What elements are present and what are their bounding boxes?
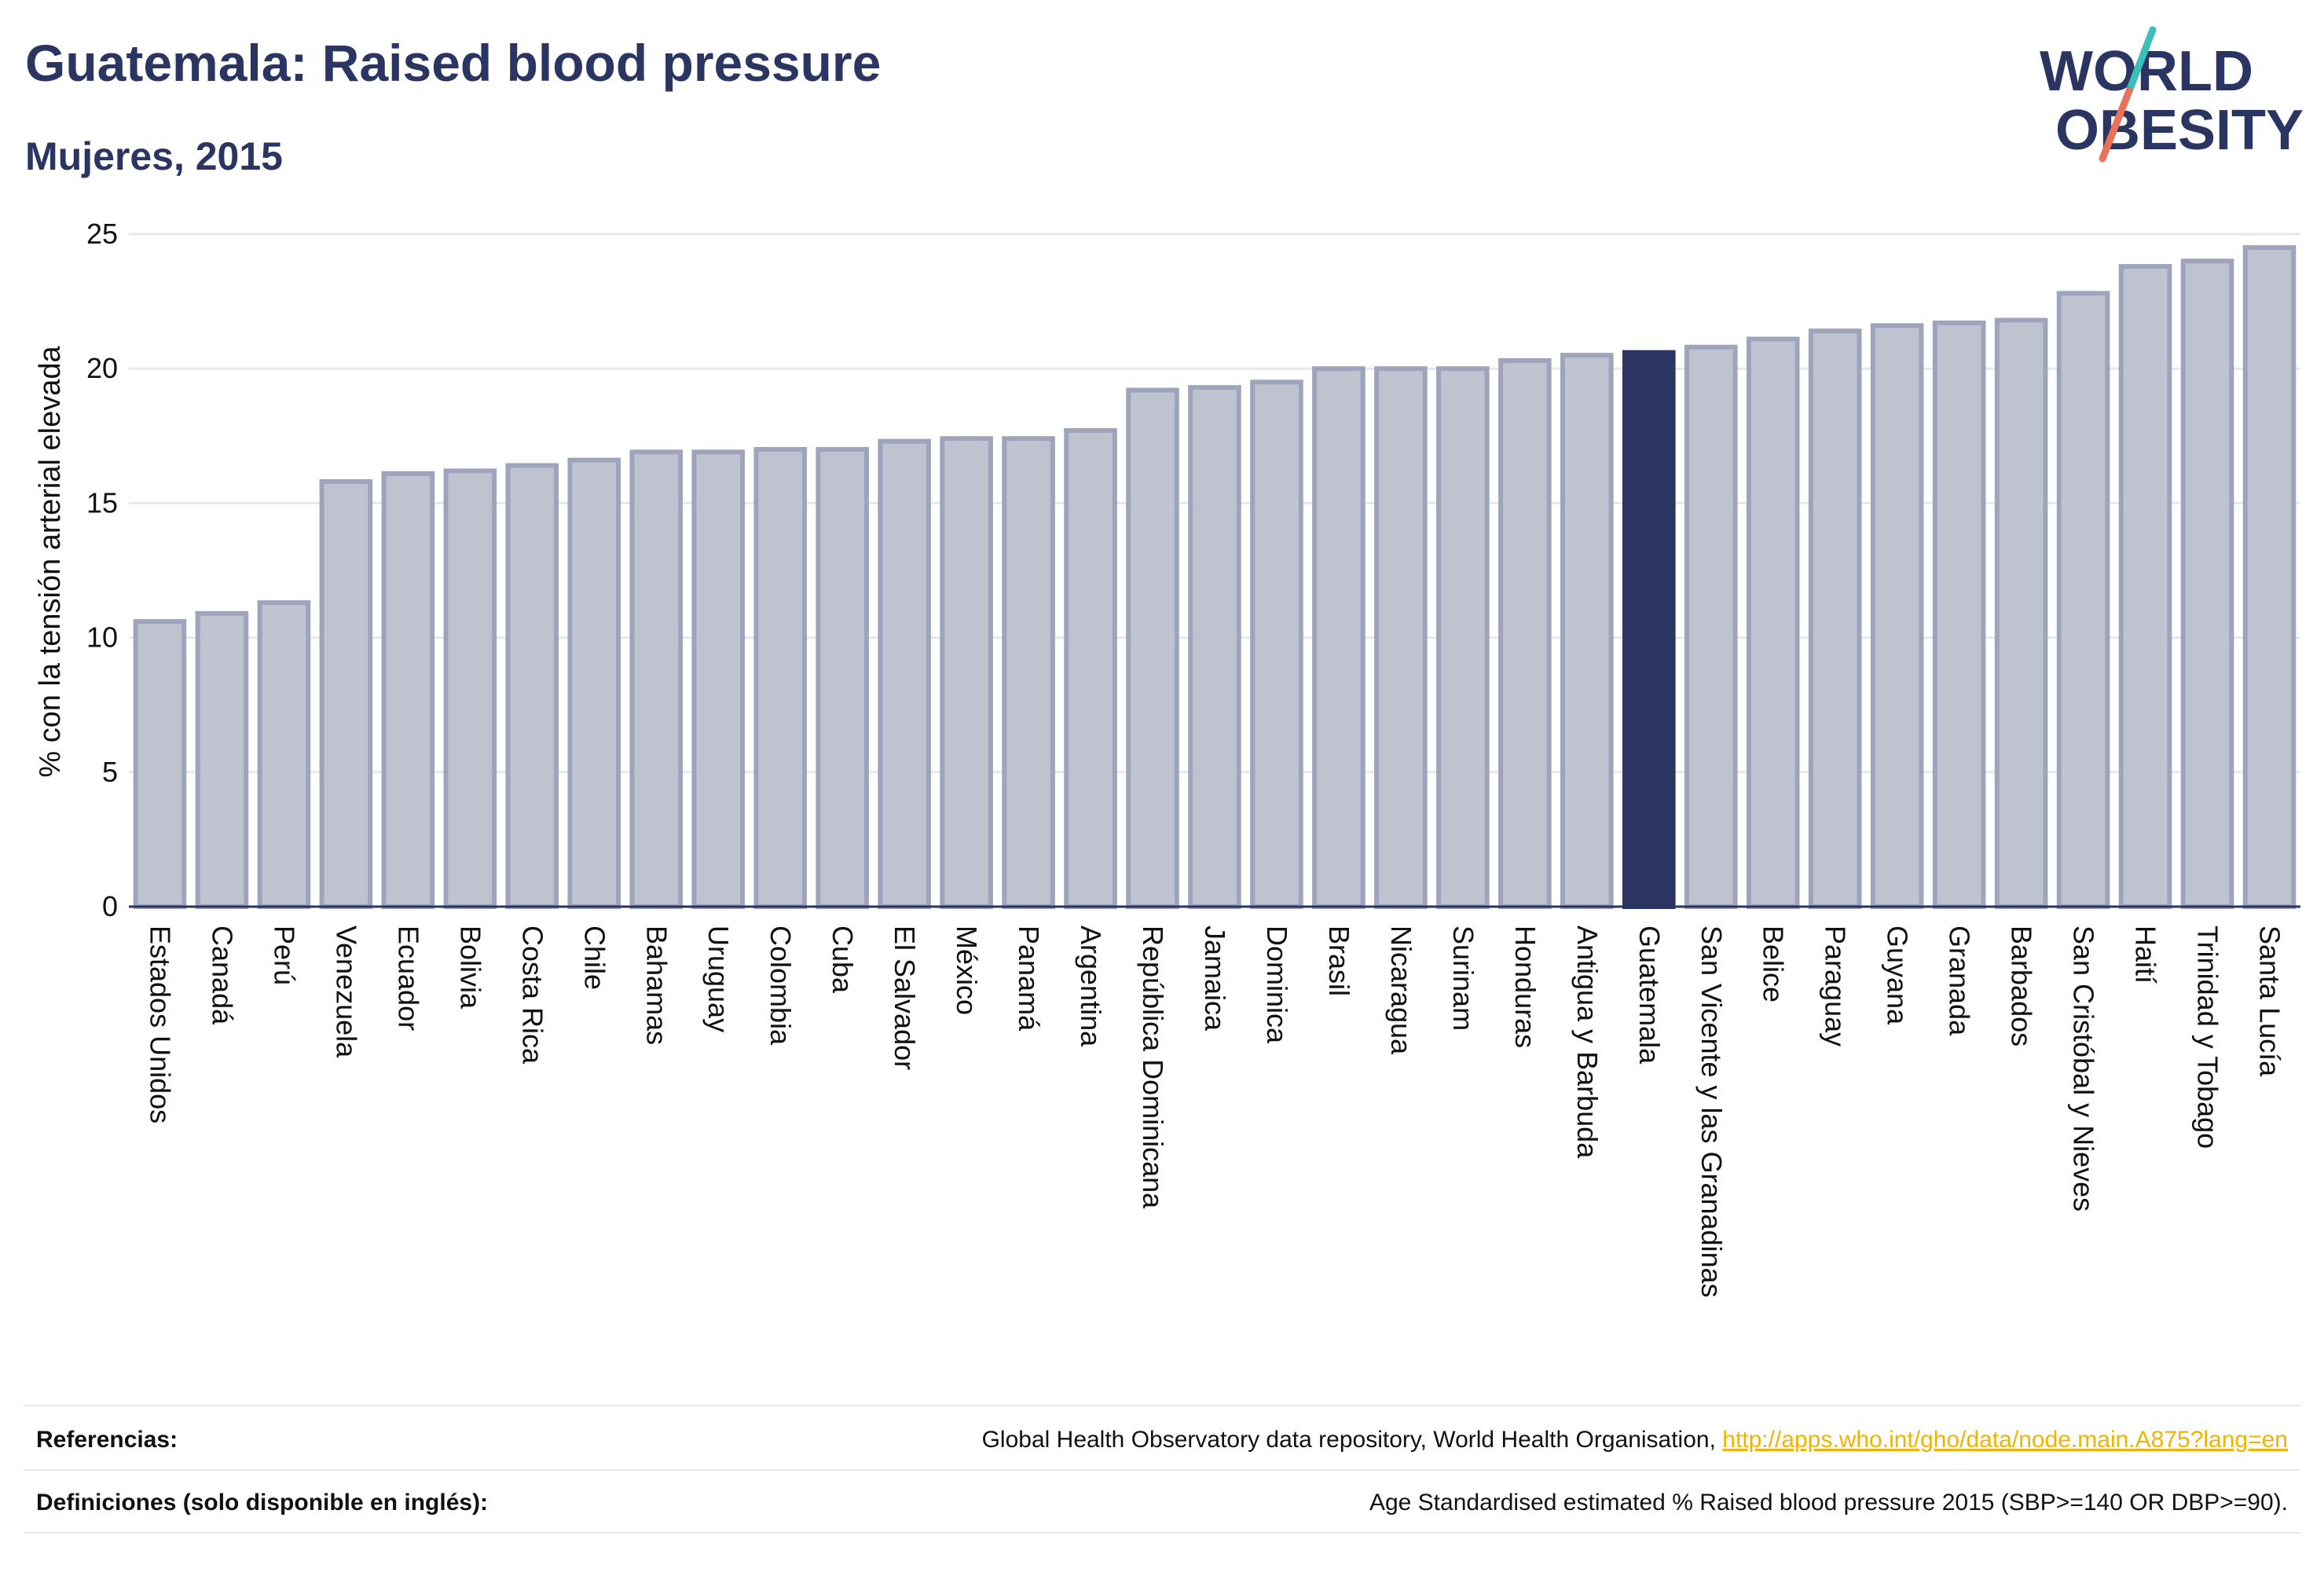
bar (1250, 379, 1303, 909)
x-tick-label: Uruguay (702, 925, 735, 1032)
bar (381, 471, 435, 909)
bar (1994, 317, 2048, 909)
footer-divider-top (24, 1405, 2300, 1406)
world-obesity-logo: WORLD OBESITY (2040, 26, 2304, 163)
x-tick-label: Canadá (206, 925, 238, 1025)
y-tick-labels: 0 5 10 15 20 25 (86, 218, 118, 922)
y-axis-label: % con la tensión arterial elevada (34, 346, 67, 778)
x-tick-label: Surinam (1447, 925, 1479, 1031)
x-tick-label: Bahamas (640, 925, 673, 1045)
y-tick-label: 15 (86, 486, 118, 519)
x-tick-label: Argentina (1075, 925, 1107, 1047)
bar (940, 436, 993, 909)
x-tick-label: Venezuela (330, 925, 362, 1058)
bar (1436, 366, 1490, 909)
bar (1932, 320, 1986, 909)
x-tick-label: República Dominicana (1137, 925, 1169, 1209)
bar (319, 479, 373, 909)
x-tick-label: Bolivia (454, 925, 486, 1010)
x-tick-label: El Salvador (889, 925, 921, 1070)
x-tick-label: Jamaica (1199, 925, 1231, 1032)
references-value: Global Health Observatory data repositor… (982, 1427, 2288, 1453)
x-tick-label: Santa Lucía (2254, 925, 2286, 1077)
bar (195, 610, 249, 909)
bar (2118, 264, 2172, 909)
x-tick-label: Estados Unidos (144, 925, 176, 1123)
y-tick-label: 10 (86, 621, 118, 654)
logo-line-2: OBESITY (2055, 99, 2304, 162)
bar (1560, 353, 1614, 909)
chart-title: Guatemala: Raised blood pressure (25, 34, 882, 92)
x-tick-label: Belice (1758, 925, 1790, 1002)
x-tick-label: Dominica (1261, 925, 1293, 1044)
x-tick-label: Nicaragua (1385, 925, 1417, 1055)
x-tick-label: Antigua y Barbuda (1571, 925, 1604, 1159)
y-tick-label: 0 (102, 890, 118, 922)
bar (1746, 336, 1800, 909)
x-tick-label: Honduras (1509, 925, 1541, 1048)
x-tick-label: México (951, 925, 983, 1015)
bar (753, 446, 807, 909)
x-tick-label: Brasil (1323, 925, 1355, 996)
x-tick-label: Panamá (1013, 925, 1045, 1032)
x-tick-label: Costa Rica (516, 925, 548, 1065)
x-tick-label: Ecuador (392, 925, 424, 1031)
bar (257, 600, 311, 909)
bar (1312, 366, 1365, 909)
x-tick-label: Guyana (1882, 925, 1914, 1025)
bar (1498, 357, 1552, 910)
bar (2180, 258, 2234, 909)
references-label: Referencias: (36, 1427, 178, 1453)
references-text: Global Health Observatory data repositor… (981, 1427, 1723, 1453)
footer-divider-middle (24, 1469, 2300, 1471)
x-tick-label: Paraguay (1820, 925, 1852, 1046)
bar (1126, 387, 1179, 910)
x-tick-label: Granada (1944, 925, 1976, 1036)
x-tick-label: Chile (578, 925, 610, 990)
y-tick-label: 5 (102, 756, 118, 788)
bar (691, 449, 746, 909)
bar (2056, 291, 2110, 909)
bar (505, 463, 559, 909)
references-link[interactable]: http://apps.who.int/gho/data/node.main.A… (1722, 1427, 2288, 1453)
x-tick-label: San Cristóbal y Nieves (2068, 925, 2100, 1211)
x-tick-labels: Estados Unidos Canadá Perú Venezuela Ecuador… (144, 925, 2286, 1298)
bar (443, 468, 497, 909)
bar (1870, 323, 1924, 909)
x-tick-label: Haití (2130, 925, 2162, 984)
x-tick-label: Perú (268, 925, 300, 985)
x-tick-label: Trinidad y Tobago (2192, 925, 2224, 1149)
logo-slash-teal (2125, 26, 2157, 95)
bar (2242, 245, 2297, 909)
bar (629, 449, 684, 909)
x-tick-label: Guatemala (1633, 925, 1666, 1065)
definitions-text: Age Standardised estimated % Raised bloo… (1369, 1490, 2288, 1516)
definitions-label: Definiciones (solo disponible en inglés)… (36, 1490, 489, 1516)
bar (1684, 344, 1738, 910)
bar (1188, 385, 1241, 909)
bar (1374, 366, 1428, 909)
bar-highlight (1622, 350, 1676, 909)
bar (1064, 427, 1117, 909)
bar (878, 438, 931, 909)
bar (1002, 436, 1055, 909)
y-tick-label: 25 (86, 218, 118, 250)
x-tick-label: Cuba (827, 925, 859, 994)
x-tick-label: San Vicente y las Granadinas (1695, 925, 1728, 1298)
bars (133, 245, 2297, 910)
chart-subtitle: Mujeres, 2015 (25, 134, 283, 178)
x-tick-label: Colombia (764, 925, 797, 1046)
x-tick-label: Barbados (2006, 925, 2038, 1046)
bar-chart: 0 5 10 15 20 25 Estados Unidos Canadá Perú Venez… (34, 218, 2300, 1298)
bar (567, 457, 621, 909)
bar (1808, 328, 1862, 910)
bar (816, 446, 869, 909)
footer-divider-bottom (24, 1532, 2300, 1534)
logo-slash-coral (2099, 87, 2133, 163)
bar (133, 619, 187, 910)
y-tick-label: 20 (86, 352, 118, 384)
